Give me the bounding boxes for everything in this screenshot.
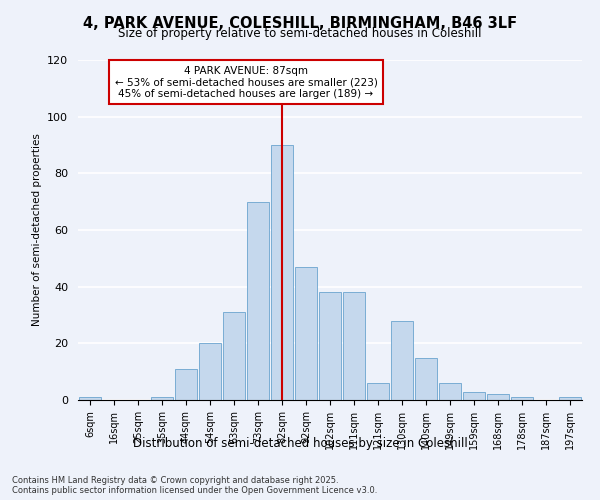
- Bar: [439, 383, 461, 400]
- Text: 4, PARK AVENUE, COLESHILL, BIRMINGHAM, B46 3LF: 4, PARK AVENUE, COLESHILL, BIRMINGHAM, B…: [83, 16, 517, 31]
- Bar: [175, 369, 197, 400]
- Bar: [319, 292, 341, 400]
- Y-axis label: Number of semi-detached properties: Number of semi-detached properties: [32, 134, 41, 326]
- Bar: [223, 312, 245, 400]
- Bar: [199, 344, 221, 400]
- Bar: [343, 292, 365, 400]
- Text: Contains public sector information licensed under the Open Government Licence v3: Contains public sector information licen…: [12, 486, 377, 495]
- Text: Contains HM Land Registry data © Crown copyright and database right 2025.: Contains HM Land Registry data © Crown c…: [12, 476, 338, 485]
- Text: Distribution of semi-detached houses by size in Coleshill: Distribution of semi-detached houses by …: [133, 438, 467, 450]
- Bar: [295, 267, 317, 400]
- Bar: [367, 383, 389, 400]
- Bar: [463, 392, 485, 400]
- Bar: [271, 145, 293, 400]
- Bar: [559, 397, 581, 400]
- Bar: [79, 397, 101, 400]
- Bar: [415, 358, 437, 400]
- Text: Size of property relative to semi-detached houses in Coleshill: Size of property relative to semi-detach…: [118, 28, 482, 40]
- Bar: [151, 397, 173, 400]
- Text: 4 PARK AVENUE: 87sqm
← 53% of semi-detached houses are smaller (223)
45% of semi: 4 PARK AVENUE: 87sqm ← 53% of semi-detac…: [115, 66, 377, 99]
- Bar: [511, 397, 533, 400]
- Bar: [487, 394, 509, 400]
- Bar: [247, 202, 269, 400]
- Bar: [391, 320, 413, 400]
